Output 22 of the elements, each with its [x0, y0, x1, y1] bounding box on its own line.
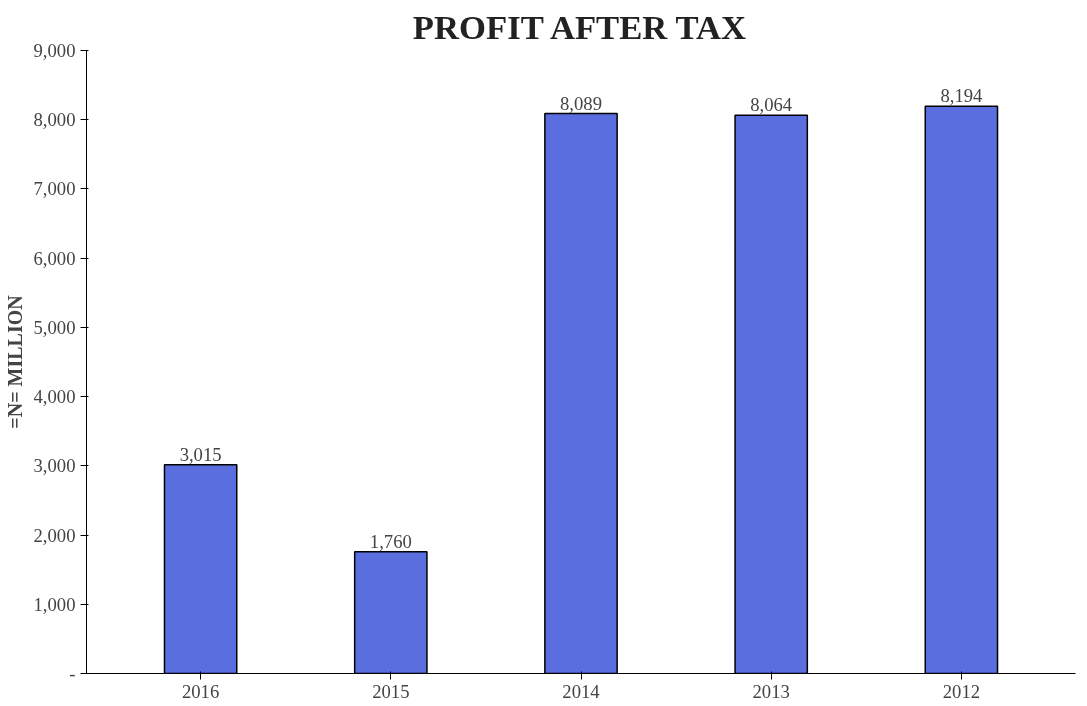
- y-tick-label: 9,000: [33, 40, 76, 61]
- data-label: 1,760: [369, 530, 412, 552]
- data-label: 8,194: [940, 85, 984, 107]
- x-tick-label: 2013: [752, 680, 790, 702]
- y-tick-label: 2,000: [33, 524, 76, 546]
- data-label: 8,064: [750, 94, 793, 116]
- x-tick-label: 2014: [562, 680, 601, 702]
- chart-title: PROFIT AFTER TAX: [412, 7, 746, 46]
- y-tick-label: 8,000: [33, 109, 76, 131]
- y-tick-label: 6,000: [33, 247, 76, 269]
- y-tick-label: -: [69, 663, 76, 684]
- x-tick-label: 2012: [942, 680, 981, 702]
- y-tick-label: 5,000: [33, 316, 76, 338]
- y-tick-label: 3,000: [33, 455, 76, 477]
- data-label: 3,015: [179, 443, 222, 465]
- y-tick-label: 7,000: [33, 178, 76, 200]
- x-tick-label: 2016: [181, 680, 220, 702]
- data-label: 8,089: [560, 92, 602, 114]
- y-axis-title: =N= MILLION: [3, 294, 26, 429]
- y-tick-label: 4,000: [33, 386, 76, 408]
- x-tick-label: 2015: [372, 680, 410, 702]
- y-tick-label: 1,000: [33, 593, 76, 615]
